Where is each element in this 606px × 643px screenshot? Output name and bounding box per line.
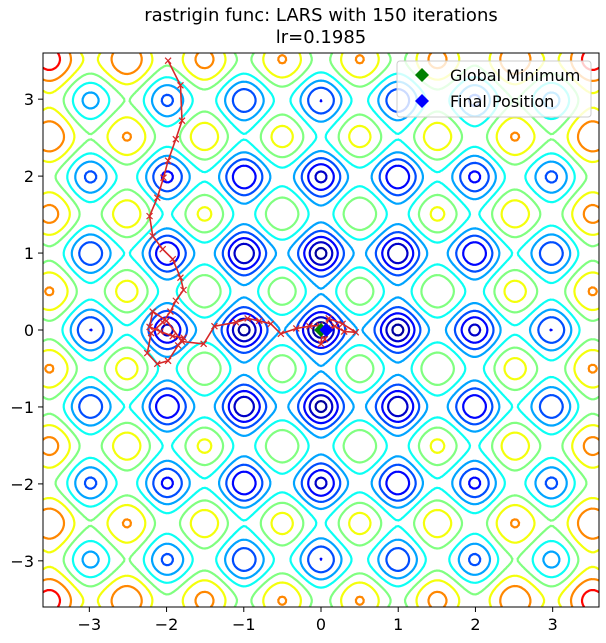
x-tick-label: −1 — [232, 615, 256, 634]
y-tick-label: −2 — [10, 475, 34, 494]
trajectory-point — [160, 174, 167, 182]
trajectory-point — [177, 274, 184, 282]
x-axis: −3 −2 −1 0 1 2 3 — [78, 607, 558, 634]
trajectory-point — [340, 328, 348, 335]
contour-level-27 — [61, 71, 581, 589]
trajectory-point — [172, 297, 180, 305]
trajectory-point — [143, 349, 151, 357]
trajectory-point — [156, 328, 164, 335]
contour-level-14 — [76, 86, 566, 574]
contour-level-43 — [43, 53, 599, 607]
trajectory-point — [352, 328, 360, 336]
trajectory-point — [146, 323, 153, 331]
trajectory-point — [149, 308, 157, 315]
y-tick-label: 1 — [24, 244, 34, 263]
trajectory-point — [339, 320, 347, 328]
trajectory-point — [180, 334, 187, 342]
legend-label-final-position: Final Position — [450, 92, 554, 111]
trajectory-point — [255, 317, 263, 325]
y-axis: −3 −2 −1 0 1 2 3 — [10, 90, 43, 571]
legend: Global Minimum Final Position — [396, 60, 592, 118]
trajectory-point — [177, 81, 184, 89]
x-tick-label: 1 — [393, 615, 403, 634]
trajectory-point — [147, 329, 155, 337]
trajectory-point — [153, 360, 161, 368]
x-tick-label: −3 — [78, 615, 102, 634]
x-tick-label: 0 — [316, 615, 326, 634]
trajectory-point — [331, 322, 339, 330]
trajectory-point — [178, 117, 186, 125]
legend-label-global-minimum: Global Minimum — [450, 66, 580, 85]
trajectory-point — [244, 315, 252, 322]
trajectory-point — [267, 320, 275, 328]
y-tick-label: 3 — [24, 90, 34, 109]
y-tick-label: 2 — [24, 167, 34, 186]
trajectory-point — [305, 322, 313, 330]
legend-box — [396, 60, 592, 118]
trajectory-point — [164, 357, 172, 365]
trajectory-point — [146, 212, 153, 220]
trajectory-point — [164, 57, 172, 65]
x-tick-label: 3 — [548, 615, 558, 634]
chart-subtitle: lr=0.1985 — [276, 27, 366, 48]
legend-marker-final-position — [415, 94, 429, 108]
legend-marker-global-minimum — [415, 68, 429, 82]
y-tick-label: −3 — [10, 552, 34, 571]
trajectory-point — [200, 340, 208, 348]
y-tick-label: 0 — [24, 321, 34, 340]
markers — [314, 323, 334, 337]
contour-level-2 — [237, 246, 405, 414]
trajectory-point — [164, 157, 172, 165]
x-tick-label: 2 — [470, 615, 480, 634]
trajectory-point — [169, 255, 177, 263]
contour-level-5 — [160, 170, 482, 490]
trajectory-point — [159, 318, 167, 326]
trajectory-point — [277, 330, 285, 338]
trajectory-point — [317, 340, 325, 348]
trajectory-point — [180, 286, 187, 294]
trajectory-point — [153, 194, 161, 202]
trajectory-point — [232, 318, 240, 326]
contour-level-35 — [43, 53, 599, 607]
trajectory-point — [159, 245, 167, 253]
x-tick-label: −2 — [155, 615, 179, 634]
trajectory-point — [178, 338, 186, 345]
y-tick-label: −1 — [10, 398, 34, 417]
trajectory-point — [166, 308, 174, 315]
final-position-marker — [319, 323, 334, 337]
trajectory-point — [169, 332, 177, 340]
trajectory-point — [292, 325, 300, 332]
trajectory-point — [163, 317, 170, 325]
chart-title: rastrigin func: LARS with 150 iterations — [144, 5, 497, 26]
trajectory-point — [211, 322, 218, 330]
trajectory-point — [172, 135, 180, 143]
trajectory-point — [149, 232, 157, 240]
trajectory-point — [325, 315, 333, 322]
